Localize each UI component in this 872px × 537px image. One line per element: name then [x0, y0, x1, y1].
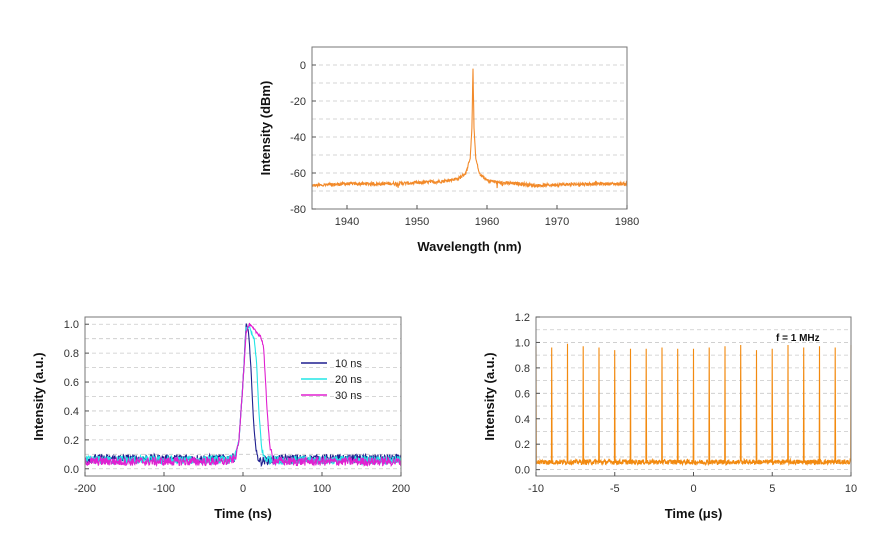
y-tick-label: 0.6 — [64, 377, 79, 389]
y-tick-label: 1.0 — [64, 319, 79, 331]
x-tick-label: -10 — [528, 483, 544, 495]
y-tick-label: 0.0 — [64, 464, 79, 476]
y-tick-label: 0.2 — [64, 435, 79, 447]
y-tick-label: -20 — [290, 96, 306, 108]
legend-label-1: 10 ns — [335, 358, 362, 370]
y-tick-label: 0.2 — [515, 439, 530, 451]
x-axis-title: Wavelength (nm) — [417, 239, 521, 254]
x-tick-label: 1950 — [405, 216, 429, 228]
y-tick-label: 0.6 — [515, 388, 530, 400]
x-tick-label: 5 — [769, 483, 775, 495]
y-tick-label: -80 — [290, 204, 306, 216]
x-tick-label: -5 — [610, 483, 620, 495]
y-tick-label: 1.2 — [515, 312, 530, 324]
x-axis-title: Time (ns) — [214, 506, 272, 521]
y-axis-title: Intensity (a.u.) — [482, 352, 497, 440]
x-tick-label: 0 — [690, 483, 696, 495]
spectrum-line — [311, 68, 628, 189]
chart-panel-1: 1940 1950 1960 1970 1980 -80 -60 -40 -20 0 Wavelen… — [258, 46, 639, 254]
x-tick-label: -200 — [74, 483, 96, 495]
y-tick-label: 0.4 — [64, 406, 79, 418]
y-tick-label: 0.0 — [515, 465, 530, 477]
legend-label-2: 20 ns — [335, 374, 362, 386]
x-tick-label: 100 — [313, 483, 331, 495]
y-tick-label: 0.8 — [515, 363, 530, 375]
chart-panel-2: -200 -100 0 100 200 0.0 0.2 0.4 0.6 0.8 1.0 Time (n… — [31, 316, 410, 521]
pulse-train-line — [535, 343, 852, 467]
x-tick-label: 1940 — [335, 216, 359, 228]
legend: 10 ns 20 ns 30 ns — [301, 358, 362, 402]
legend-label-3: 30 ns — [335, 390, 362, 402]
x-tick-label: 10 — [845, 483, 857, 495]
y-axis-title: Intensity (a.u.) — [31, 352, 46, 440]
y-tick-label: 0.8 — [64, 348, 79, 360]
x-axis-title: Time (μs) — [665, 506, 723, 521]
x-tick-label: 1980 — [615, 216, 639, 228]
y-tick-label: 0.4 — [515, 414, 530, 426]
y-tick-label: -40 — [290, 132, 306, 144]
x-tick-label: 0 — [240, 483, 246, 495]
y-tick-label: 0 — [300, 60, 306, 72]
x-tick-label: 200 — [392, 483, 410, 495]
y-tick-label: 1.0 — [515, 337, 530, 349]
y-tick-label: -60 — [290, 168, 306, 180]
frequency-annotation: f = 1 MHz — [776, 333, 820, 344]
x-tick-label: -100 — [153, 483, 175, 495]
chart-panel-3: -10 -5 0 5 10 0.0 0.2 0.4 0.6 0.8 1.0 1.2 Time (μs) I… — [482, 312, 857, 521]
x-tick-label: 1960 — [475, 216, 499, 228]
series-line-3 — [84, 322, 402, 468]
plot-frame — [311, 46, 628, 210]
y-axis-title: Intensity (dBm) — [258, 81, 273, 176]
x-tick-label: 1970 — [545, 216, 569, 228]
